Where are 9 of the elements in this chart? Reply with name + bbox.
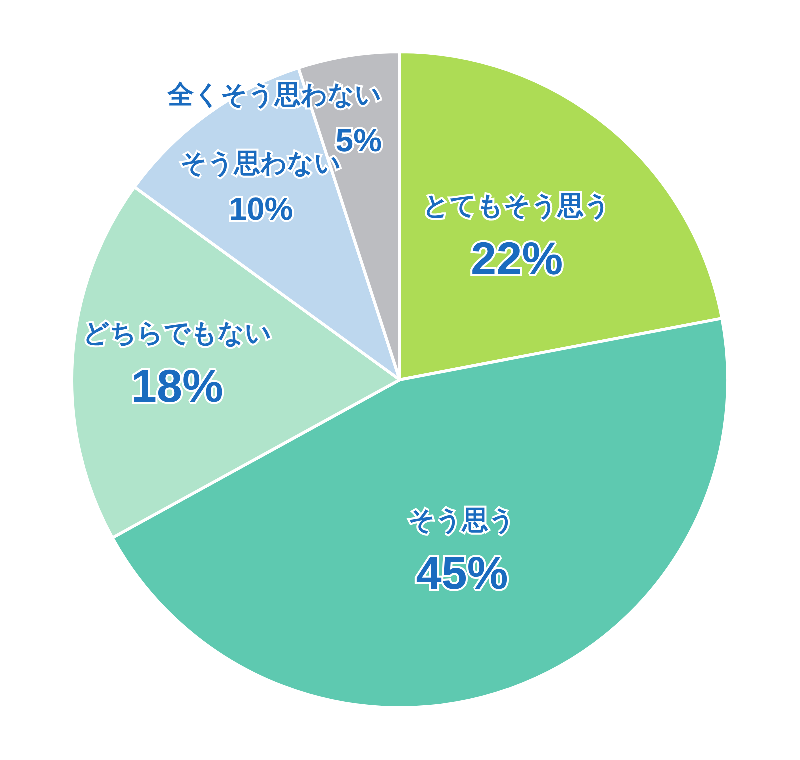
- slice-label: とてもそう思う: [423, 191, 612, 222]
- slice-label: そう思う: [408, 506, 516, 536]
- data-label: 18%: [131, 360, 224, 412]
- slice-label: 全くそう思わない: [167, 80, 382, 110]
- data-label: 45%: [416, 546, 508, 599]
- data-label: 10%: [229, 190, 294, 227]
- data-label: 22%: [471, 232, 564, 284]
- slice-label: どちらでもない: [82, 318, 272, 349]
- data-label: 5%: [336, 122, 382, 158]
